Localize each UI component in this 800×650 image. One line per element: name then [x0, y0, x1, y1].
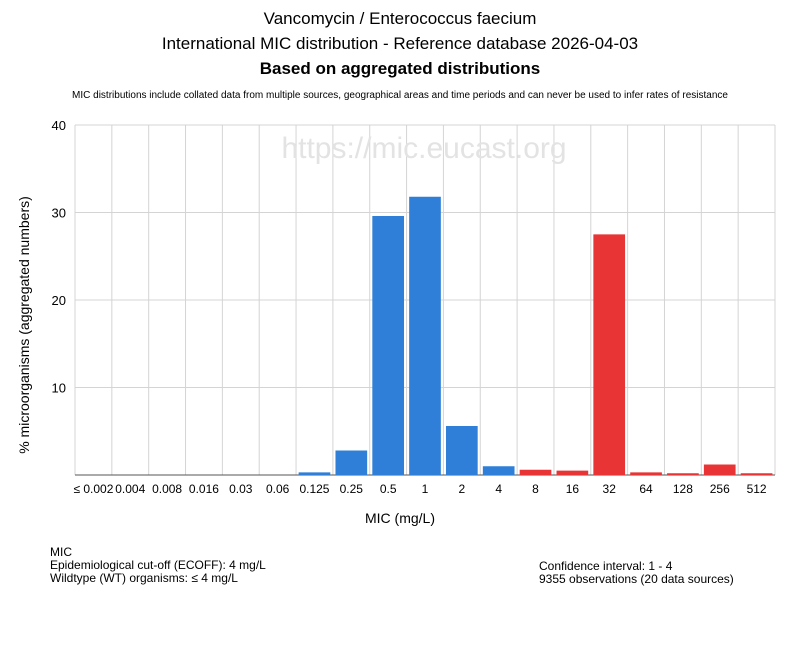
x-tick-label: 0.06	[266, 482, 290, 496]
bar-128	[667, 473, 699, 475]
bar-4	[482, 466, 515, 475]
chart-disclaimer: MIC distributions include collated data …	[72, 90, 728, 101]
footer-right: Confidence interval: 1 - 4 9355 observat…	[539, 560, 734, 586]
x-tick-label: 0.5	[380, 482, 397, 496]
x-tick-label: 0.25	[340, 482, 364, 496]
bar-16	[556, 470, 589, 475]
x-tick-label: 32	[603, 482, 617, 496]
x-tick-label: ≤ 0.002	[73, 482, 113, 496]
y-axis-label: % microorganisms (aggregated numbers)	[16, 196, 32, 454]
confidence-interval-text: Confidence interval: 1 - 4	[539, 559, 673, 573]
bar-512	[740, 473, 773, 475]
x-tick-label: 8	[532, 482, 539, 496]
x-tick-label: 2	[458, 482, 465, 496]
bar-0.25	[335, 450, 368, 475]
ecoff-text: Epidemiological cut-off (ECOFF): 4 mg/L	[50, 558, 266, 572]
x-tick-label: 0.016	[189, 482, 219, 496]
x-axis-ticks: ≤ 0.002 0.004 0.008 0.016 0.03 0.06 0.125 0.25 0…	[73, 482, 766, 496]
bar-1	[409, 196, 441, 475]
x-tick-label: 512	[747, 482, 767, 496]
chart-title: Vancomycin / Enterococcus faecium	[263, 9, 537, 28]
x-tick-label: 256	[710, 482, 730, 496]
y-axis-ticks: 10 20 30 40	[52, 118, 66, 396]
mic-label: MIC	[50, 545, 72, 559]
x-axis-label: MIC (mg/L)	[365, 510, 435, 526]
bar-0.5	[372, 216, 404, 475]
bar-32	[593, 234, 626, 475]
footer-left: MIC Epidemiological cut-off (ECOFF): 4 m…	[50, 546, 266, 585]
x-tick-label: 0.03	[229, 482, 253, 496]
y-tick-label: 30	[52, 206, 66, 221]
bar-8	[519, 469, 552, 475]
x-tick-label: 16	[566, 482, 580, 496]
y-tick-label: 10	[52, 381, 66, 396]
x-tick-label: 1	[422, 482, 429, 496]
x-tick-label: 64	[639, 482, 653, 496]
bar-64	[630, 472, 662, 475]
observations-text: 9355 observations (20 data sources)	[539, 572, 734, 586]
wildtype-text: Wildtype (WT) organisms: ≤ 4 mg/L	[50, 571, 238, 585]
x-tick-label: 128	[673, 482, 693, 496]
x-tick-label: 0.008	[152, 482, 182, 496]
bar-256	[703, 464, 736, 475]
chart-bars	[298, 196, 773, 475]
x-tick-label: 0.125	[299, 482, 329, 496]
watermark: https://mic.eucast.org	[281, 132, 566, 165]
chart-basis: Based on aggregated distributions	[259, 59, 541, 78]
x-tick-label: 0.004	[115, 482, 145, 496]
y-tick-label: 20	[52, 293, 66, 308]
bar-2	[446, 426, 478, 475]
bar-0.125	[298, 472, 331, 475]
x-tick-label: 4	[495, 482, 502, 496]
chart-subtitle: International MIC distribution - Referen…	[161, 34, 639, 53]
y-tick-label: 40	[52, 118, 66, 133]
